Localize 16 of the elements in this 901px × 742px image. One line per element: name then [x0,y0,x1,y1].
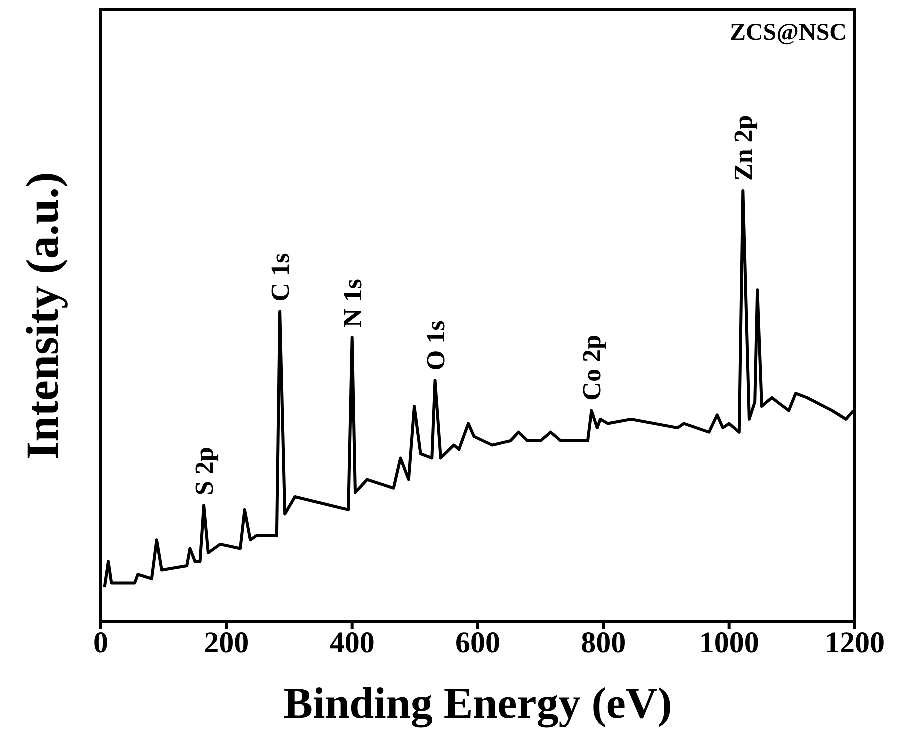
x-tick-label: 1000 [699,626,760,660]
x-axis-title: Binding Energy (eV) [284,679,672,728]
annotation: N 1s [338,279,368,328]
x-tick-label: 400 [330,626,375,660]
x-tick-label: 1200 [825,626,885,660]
x-tick-label: 600 [456,626,500,660]
x-tick-label: 800 [581,626,626,660]
annotation: S 2p [190,447,220,496]
text: ZCS@NSC [730,20,847,47]
annotation: O 1s [421,320,450,371]
annotation: C 1s [266,253,296,302]
x-tick-label: 200 [204,626,250,660]
y-axis-title: Intensity (a.u.) [17,172,68,460]
annotation: Zn 2p [729,115,758,182]
x-tick-label: 0 [94,626,108,660]
annotation: Co 2p [578,335,607,401]
